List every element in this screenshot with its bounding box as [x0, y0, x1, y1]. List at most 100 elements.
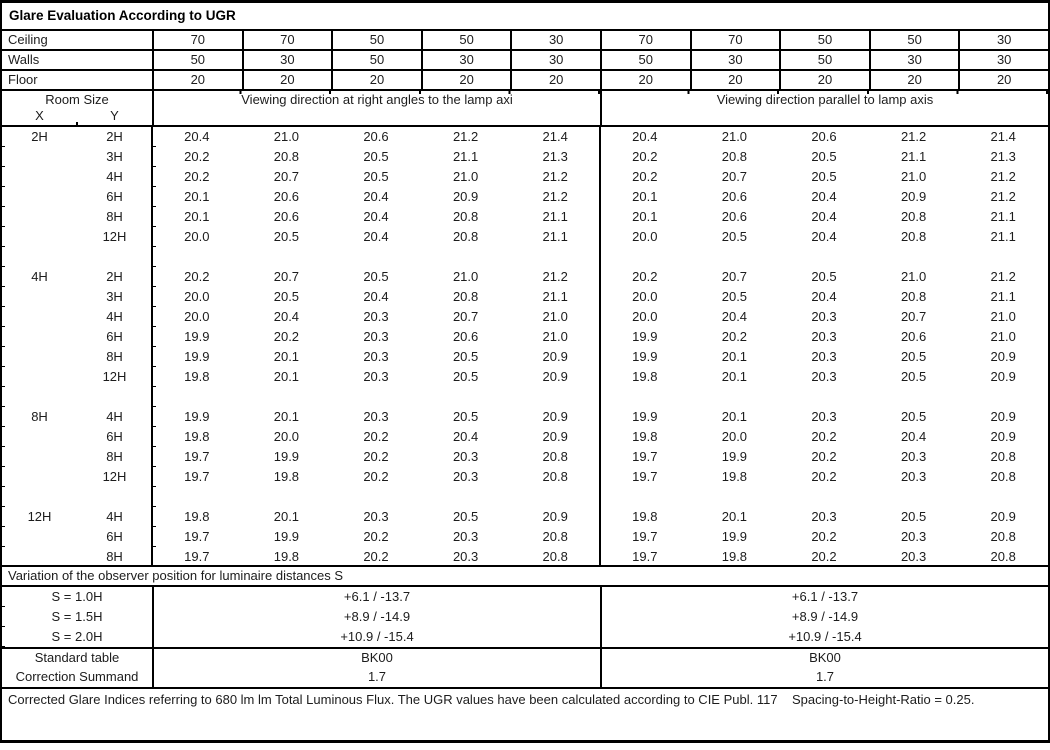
- room-x-value: [2, 547, 77, 567]
- ugr-value: 20.9: [542, 369, 568, 384]
- bottom-row-value-left: BK00: [152, 649, 600, 668]
- bottom-row-value-left: +10.9 / -15.4: [152, 627, 600, 647]
- ugr-value: 20.4: [721, 309, 748, 324]
- ugr-value: 20.3: [452, 549, 479, 564]
- ugr-value: 21.0: [452, 269, 479, 284]
- ugr-value: 21.1: [542, 289, 568, 304]
- row-tick-marks-left: [2, 127, 5, 565]
- ugr-value: 20.9: [900, 189, 927, 204]
- ugr-row: 12H 19.7 19.8 20.2 20.3 20.8 19.7 19.8 20.2 20.3 2…: [2, 467, 1048, 487]
- room-y-value: 8H: [106, 449, 123, 464]
- bottom-row-label: S = 1.0H: [51, 589, 103, 604]
- surface-value: 70: [689, 31, 780, 49]
- ugr-value: 20.9: [990, 349, 1016, 364]
- ugr-value: 20.6: [721, 209, 748, 224]
- ugr-value: 20.1: [721, 509, 748, 524]
- surface-value: 30: [510, 31, 600, 49]
- ugr-value: 20.2: [632, 269, 658, 284]
- ugr-value: 19.7: [184, 529, 210, 544]
- bottom-row-value-left: +8.9 / -14.9: [152, 607, 600, 627]
- ugr-value: 20.4: [363, 229, 389, 244]
- ugr-value: 20.1: [184, 209, 210, 224]
- surface-value: 50: [420, 31, 511, 49]
- ugr-value: 20.3: [363, 309, 389, 324]
- ugr-value: 20.8: [542, 549, 568, 564]
- ugr-value: 20.5: [721, 289, 748, 304]
- ugr-value: 20.5: [363, 269, 389, 284]
- ugr-value: 20.6: [900, 329, 927, 344]
- ugr-value: 19.8: [632, 369, 658, 384]
- ugr-value: 20.5: [900, 349, 927, 364]
- ugr-value: 20.4: [811, 289, 837, 304]
- bottom-row-value-right: 1.7: [600, 668, 1048, 687]
- ugr-value: 19.7: [184, 449, 210, 464]
- room-y-value: 6H: [106, 529, 123, 544]
- ugr-value: 20.6: [363, 129, 389, 144]
- y-axis-label: Y: [110, 108, 119, 123]
- surface-label: Ceiling: [8, 32, 48, 47]
- room-x-value: [2, 527, 77, 547]
- ugr-row: 4H 2H 20.2 20.7 20.5 21.0 21.2 20.2 20.7 20.5 21.0…: [2, 267, 1048, 287]
- ugr-value: 19.9: [184, 329, 210, 344]
- ugr-value: 20.5: [452, 409, 479, 424]
- ugr-value: 20.9: [990, 409, 1016, 424]
- surface-value: 50: [331, 31, 421, 49]
- ugr-value: 20.5: [721, 229, 748, 244]
- ugr-value: 20.8: [900, 289, 927, 304]
- ugr-value: 20.7: [452, 309, 479, 324]
- surface-value: 20: [152, 71, 242, 89]
- ugr-value: 20.6: [721, 189, 748, 204]
- ugr-value: 20.3: [811, 509, 837, 524]
- ugr-value: 20.3: [363, 509, 389, 524]
- ugr-value: 20.5: [900, 509, 927, 524]
- room-x-value: [2, 207, 77, 227]
- section-header-parallel: Viewing direction parallel to lamp axis: [600, 91, 1048, 125]
- ugr-value: 20.8: [452, 229, 479, 244]
- bottom-row: Standard table BK00 BK00: [2, 649, 1048, 668]
- ugr-value: 20.8: [721, 149, 748, 164]
- ugr-value: 21.2: [542, 189, 568, 204]
- ugr-value: 20.8: [900, 229, 927, 244]
- room-size-header: Room Size X Y: [2, 91, 152, 125]
- surface-value: 50: [152, 51, 242, 69]
- room-x-value: 12H: [27, 509, 52, 524]
- bottom-row-value-left: +6.1 / -13.7: [152, 587, 600, 607]
- ugr-value: 20.3: [363, 409, 389, 424]
- ugr-value: 20.1: [273, 509, 300, 524]
- ugr-value: 19.9: [721, 529, 748, 544]
- ugr-value: 21.0: [273, 129, 300, 144]
- surface-value: 70: [241, 31, 332, 49]
- ugr-value: 20.6: [452, 329, 479, 344]
- ugr-value: 20.7: [273, 269, 300, 284]
- ugr-value: 19.8: [721, 549, 748, 564]
- ugr-row: 12H 4H 19.8 20.1 20.3 20.5 20.9 19.8 20.1 20.3 20.…: [2, 507, 1048, 527]
- ugr-value: 20.5: [811, 169, 837, 184]
- ugr-value: 20.4: [632, 129, 658, 144]
- ugr-value: 19.8: [632, 429, 658, 444]
- room-y-value: 2H: [106, 269, 123, 284]
- ugr-row: 12H 20.0 20.5 20.4 20.8 21.1 20.0 20.5 20.4 20.8 2…: [2, 227, 1048, 247]
- ugr-value: 20.3: [363, 369, 389, 384]
- room-x-value: [2, 467, 77, 487]
- ugr-value: 20.4: [811, 209, 837, 224]
- ugr-value: 20.0: [721, 429, 748, 444]
- room-x-value: [2, 367, 77, 387]
- ugr-row: 6H 19.8 20.0 20.2 20.4 20.9 19.8 20.0 20.2 20.4 20…: [2, 427, 1048, 447]
- ugr-value: 21.0: [990, 309, 1016, 324]
- ugr-value: 21.0: [900, 169, 927, 184]
- ugr-value: 20.8: [990, 549, 1016, 564]
- ugr-value: 19.7: [632, 449, 658, 464]
- x-axis-label: X: [35, 108, 44, 123]
- ugr-value: 20.8: [990, 469, 1016, 484]
- ugr-row: 3H 20.0 20.5 20.4 20.8 21.1 20.0 20.5 20.4 20.8 21…: [2, 287, 1048, 307]
- divider-room-size: [151, 127, 153, 565]
- bottom-row-value-left: 1.7: [152, 668, 600, 687]
- ugr-value: 21.1: [990, 229, 1016, 244]
- block-spacer: [2, 247, 1048, 267]
- surface-value: 30: [958, 31, 1048, 49]
- ugr-row: 4H 20.0 20.4 20.3 20.7 21.0 20.0 20.4 20.3 20.7 21…: [2, 307, 1048, 327]
- ugr-value: 20.3: [811, 349, 837, 364]
- room-y-value: 4H: [106, 509, 123, 524]
- ugr-value: 21.2: [452, 129, 479, 144]
